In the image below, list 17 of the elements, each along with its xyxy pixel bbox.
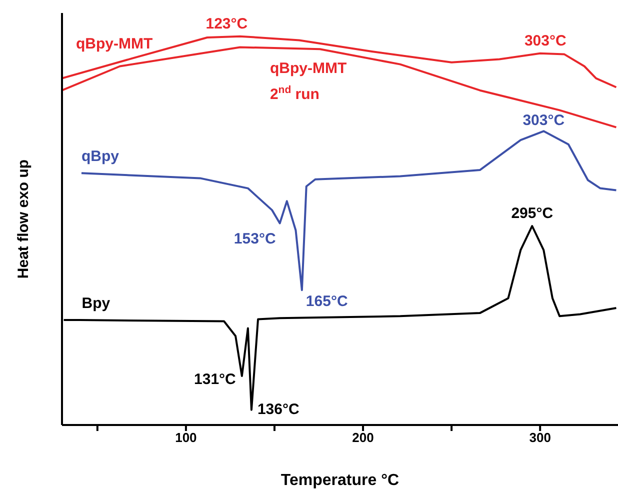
annotation: 123°C (206, 15, 248, 32)
annotation: 303°C (524, 32, 566, 50)
y-axis-title: Heat flow exo up (15, 159, 32, 279)
x-axis-title: Temperature °C (280, 472, 400, 489)
x-tick-label: 300 (529, 430, 551, 446)
annotation: 165°C (306, 293, 348, 310)
annotation: 295°C (511, 204, 554, 222)
x-tick-label: 200 (352, 430, 374, 446)
series-label: qBpy-MMT 2$^{nd}$ run (270, 60, 347, 104)
series-label: Bpy (82, 295, 111, 312)
annotation: 131°C (194, 371, 236, 388)
annotation: 303°C (522, 112, 565, 130)
x-tick-label: 100 (175, 430, 197, 446)
annotation: 153°C (234, 230, 276, 248)
series-label: qBpy-MMT (76, 35, 153, 52)
series-label: qBpy (81, 148, 120, 166)
annotation: 136°C (257, 400, 300, 418)
